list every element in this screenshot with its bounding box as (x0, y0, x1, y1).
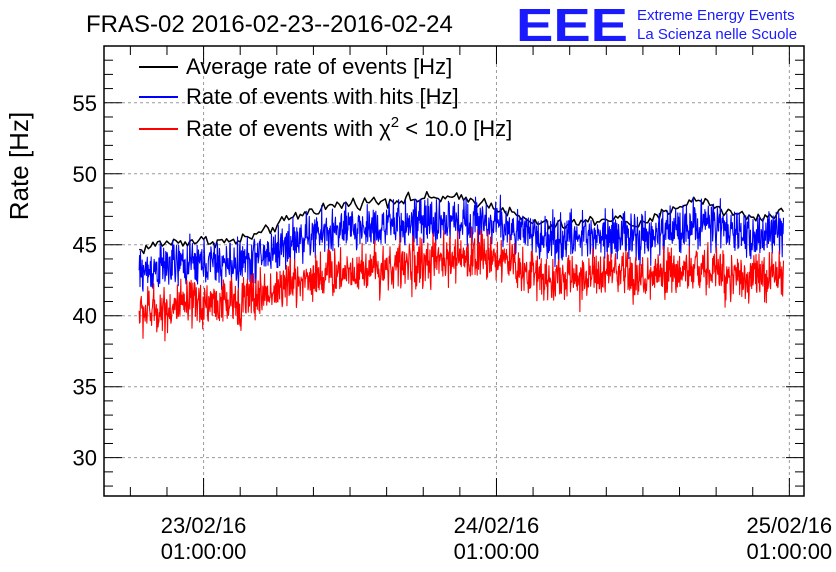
series-group (138, 190, 785, 342)
eee-logo: EEE Extreme Energy Events La Scienza nel… (516, 0, 797, 51)
y-tick-label: 35 (73, 375, 97, 400)
legend-entry: Rate of events with hits [Hz] (186, 84, 459, 109)
y-tick-label: 45 (73, 233, 97, 258)
y-tick-label: 40 (73, 304, 97, 329)
series-line (138, 226, 785, 342)
x-tick-label-time: 01:00:00 (747, 539, 833, 564)
legend-entry: Average rate of events [Hz] (186, 54, 452, 79)
x-tick-label-date: 24/02/16 (454, 513, 540, 538)
x-tick-label-time: 01:00:00 (161, 539, 247, 564)
series-line (138, 194, 785, 292)
x-tick-label-date: 25/02/16 (747, 513, 833, 538)
plot-frame (103, 45, 805, 497)
logo-line-1: Extreme Energy Events (637, 7, 795, 24)
axes: 30354045505523/02/1601:00:0024/02/1601:0… (73, 45, 833, 564)
chart-title: FRAS-02 2016-02-23--2016-02-24 (86, 11, 453, 38)
legend: Average rate of events [Hz] Rate of event… (139, 54, 512, 141)
y-tick-label: 55 (73, 91, 97, 116)
x-tick-label-time: 01:00:00 (454, 539, 540, 564)
y-tick-label: 50 (73, 162, 97, 187)
grid-lines (104, 46, 804, 496)
logo-letters: EEE (516, 0, 628, 51)
x-tick-label-date: 23/02/16 (161, 513, 247, 538)
legend-entry: Rate of events with χ2 < 10.0 [Hz] (186, 114, 512, 141)
y-axis-label: Rate [Hz] (4, 112, 34, 220)
logo-line-2: La Scienza nelle Scuole (637, 26, 797, 43)
y-tick-label: 30 (73, 446, 97, 471)
